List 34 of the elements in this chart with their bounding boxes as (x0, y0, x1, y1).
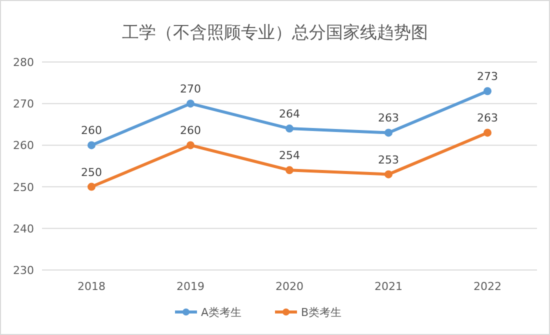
point (384, 170, 392, 178)
data-label: 270 (180, 82, 201, 96)
y-tick-label: 240 (13, 222, 34, 236)
x-tick-label: 2020 (276, 280, 304, 293)
x-tick-label: 2018 (78, 280, 106, 293)
legend-label: B类考生 (301, 306, 342, 319)
point (88, 141, 96, 150)
x-tick-label: 2019 (176, 280, 204, 293)
y-tick-label: 260 (13, 139, 34, 152)
data-label: 263 (477, 112, 498, 125)
y-tick-label: 250 (13, 180, 34, 194)
data-label: 254 (279, 149, 300, 162)
data-label: 250 (81, 166, 102, 179)
point (384, 128, 392, 137)
data-label: 264 (279, 108, 300, 121)
x-tick-label: 2021 (374, 280, 402, 293)
y-tick-label: 270 (13, 98, 34, 111)
point (88, 182, 96, 191)
x-tick-label: 2022 (474, 280, 502, 293)
point (484, 128, 492, 137)
point (186, 141, 194, 150)
chart-title: 工学（不含照顾专业）总分国家线趋势图 (122, 23, 428, 43)
y-tick-label: 280 (13, 56, 34, 69)
data-label: 260 (81, 124, 102, 138)
data-label: 260 (180, 124, 201, 138)
data-label: 273 (477, 70, 498, 84)
point (286, 124, 294, 133)
point (286, 166, 294, 174)
point (484, 87, 492, 96)
data-label: 263 (378, 112, 399, 125)
legend-label: A类考生 (201, 306, 242, 319)
data-label: 253 (378, 153, 399, 166)
point (186, 100, 194, 108)
y-tick-label: 230 (13, 264, 34, 277)
